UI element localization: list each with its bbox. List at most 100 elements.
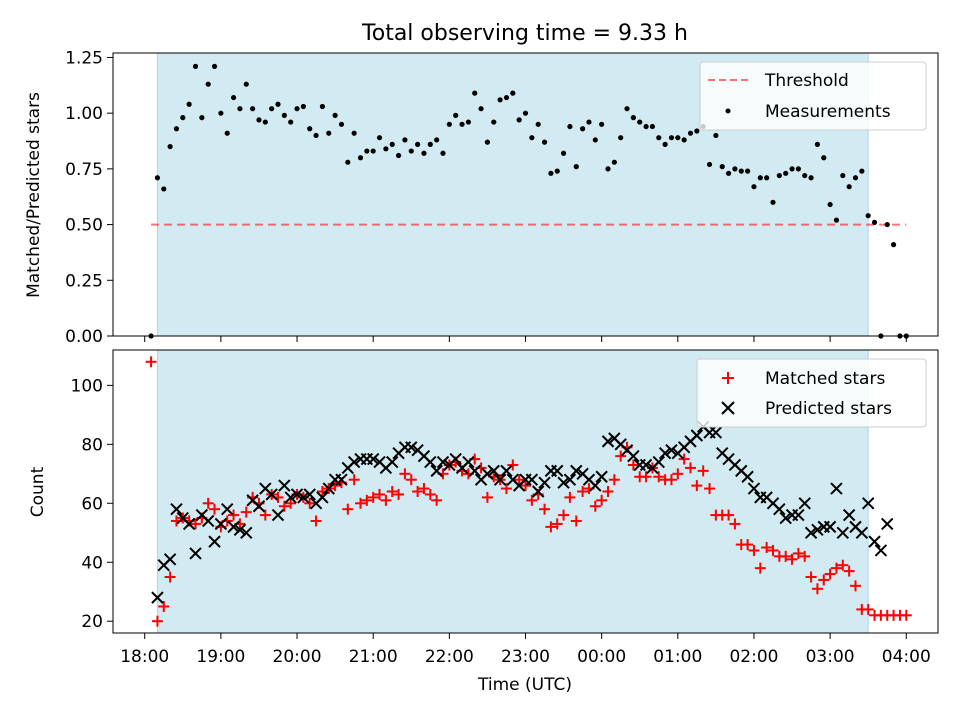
matched-star-point [374,488,386,500]
predicted-star-point [468,464,481,478]
predicted-star-point [303,488,316,501]
measurement-point [338,121,345,127]
top-y-tick-label: 1.00 [65,104,103,124]
bottom-legend-box [696,358,927,428]
measurement-point [224,130,230,136]
predicted-star-point [804,526,818,539]
bottom-x-axis: 18:00 19:00 20:00 21:00 22:00 23:00 00:00 01:00… [120,633,931,667]
measurement-point [567,123,573,130]
measurement-point [186,101,192,107]
chart-title: Total observing time = 9.33 h [361,21,688,46]
top-y-tick-label: 0.25 [65,271,103,291]
matched-star-point [228,509,240,521]
predicted-star-point [665,444,678,457]
measurement-point [497,97,503,103]
predicted-star-point [233,523,247,537]
matched-star-point [805,571,817,583]
matched-star-point [240,506,252,518]
measurement-point [250,106,256,112]
matched-star-point [786,553,798,565]
predicted-star-point [773,502,786,516]
matched-star-point [811,583,823,595]
matched-star-point [259,509,271,521]
predicted-star-point [811,523,824,537]
measurements-legend-label: Measurements [765,102,891,122]
measurement-point [681,137,687,143]
x-tick-label: 00:00 [577,647,626,667]
x-tick-label: 19:00 [196,647,245,667]
measurement-point [383,146,389,152]
matched-star-point [824,568,836,580]
measurement-point [783,170,789,176]
matched-star-point [539,503,551,515]
measurement-point [522,110,529,116]
measurement-point [332,112,338,118]
measurement-point [351,130,357,136]
measurement-point [592,137,598,143]
matched-star-point [209,503,221,515]
x-tick-label: 20:00 [273,647,322,667]
top-panel: 0.00 0.25 0.50 0.75 1.00 1.25 Matched/Predict… [24,48,939,347]
measurement-point [776,172,782,179]
measurement-point [840,172,846,179]
measurement-point [427,141,433,147]
predicted-star-point [563,473,577,486]
matched-star-point [672,468,684,480]
matched-star-point [500,483,512,495]
matched-star-point [393,488,405,500]
matched-star-point [526,494,538,506]
predicted-star-point [252,500,266,513]
measurement-point [288,119,294,125]
predicted-star-point [316,491,329,504]
predicted-star-point [462,455,475,469]
measurement-point [808,175,814,181]
matched-star-point [418,483,430,495]
predicted-star-point [493,473,507,486]
predicted-star-point [347,455,361,469]
matched-star-point [900,609,912,621]
measurement-point [230,94,237,101]
bottom-y-tick-label: 100 [71,376,103,396]
matched-star-point [780,550,792,562]
measurement-point [199,115,205,121]
measurement-point [459,121,465,127]
measurement-point [262,119,268,125]
predicted-star-point [551,464,564,478]
predicted-star-point [214,517,228,531]
predicted-star-point [747,482,761,495]
measurement-point [745,168,751,174]
predicted-star-point [278,479,291,492]
x-tick-label: 01:00 [653,647,702,667]
predicted-legend-label: Predicted stars [765,399,892,419]
top-legend: Threshold Measurements [699,61,927,131]
measurement-point [732,166,738,172]
predicted-star-point [170,502,183,516]
matched-star-point [685,462,696,474]
predicted-star-point [424,455,437,469]
measurement-point [421,150,427,156]
measurement-point [503,94,510,101]
predicted-star-point [842,508,856,522]
measurement-point [395,152,402,159]
matched-star-point [627,459,639,471]
x-tick-label: 22:00 [425,647,474,667]
measurement-point [554,168,560,174]
bottom-y-tick-label: 60 [81,494,103,514]
measurement-point [827,201,833,208]
measurement-point [446,121,452,127]
measurement-point [630,115,636,121]
bottom-y-axis-label: Count [28,466,48,517]
measurement-point [516,117,522,123]
matched-star-point [342,503,354,515]
matched-star-point [348,474,360,486]
measurement-point [281,112,287,118]
measurement-point [326,130,332,136]
predicted-star-point [265,488,278,501]
matched-star-point [608,474,620,486]
measurement-point [846,184,852,190]
x-tick-label: 03:00 [806,647,855,667]
measurement-point [611,159,617,165]
predicted-star-point [405,441,418,454]
predicted-star-point [830,482,843,495]
